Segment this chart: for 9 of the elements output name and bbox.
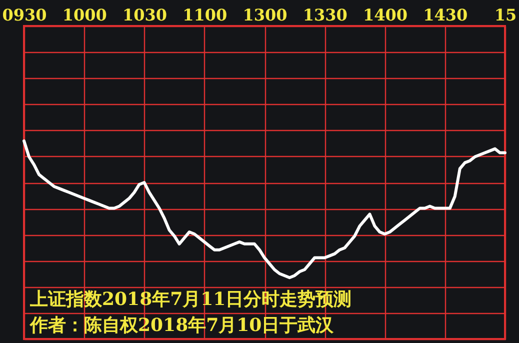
x-tick-label: 1430 [423,6,468,24]
x-tick-label: 1030 [122,6,168,24]
x-tick-label: 1100 [182,6,228,24]
x-tick-label: 0930 [2,6,47,24]
x-tick-label: 1000 [62,6,107,24]
x-tick-label: 15 [494,6,517,24]
x-tick-label: 1400 [362,6,408,24]
x-tick-label: 1330 [302,6,348,24]
x-tick-label: 1300 [242,6,288,24]
